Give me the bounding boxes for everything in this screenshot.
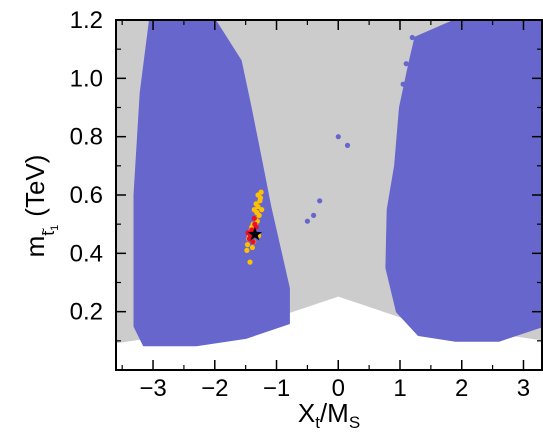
x-tick-label-5: 2	[455, 375, 468, 402]
data-point-series-1-24	[259, 207, 265, 213]
y-tick-label-2: 0.6	[70, 182, 103, 209]
data-point-series-1-12	[251, 207, 257, 213]
y-axis-label-unit: (TeV)	[20, 155, 50, 217]
x-axis-label-mid: /M	[320, 398, 349, 428]
data-point-series-1-9	[244, 242, 251, 248]
y-axis-label-sub: t	[39, 231, 58, 236]
data-point-series-0-0	[409, 34, 415, 41]
y-tick-label-0: 0.2	[70, 299, 103, 326]
best-fit-star	[247, 226, 262, 241]
x-tick-label-3: 0	[332, 375, 345, 402]
data-point-series-0-9	[434, 29, 440, 35]
x-tick-label-2: −1	[263, 375, 290, 402]
data-point-series-0-10	[419, 69, 425, 76]
y-tick-label-3: 0.8	[70, 124, 103, 151]
x-axis-label-sub1: t	[315, 413, 320, 432]
data-point-series-0-11	[400, 81, 406, 87]
data-point-series-0-4	[335, 134, 341, 140]
data-point-series-1-22	[247, 259, 253, 265]
data-point-series-1-11	[253, 201, 259, 207]
plot-area	[116, 20, 542, 347]
data-point-series-2-3	[250, 239, 256, 245]
data-point-series-2-7	[245, 230, 251, 236]
data-point-series-0-2	[403, 61, 409, 67]
y-tick-label-1: 0.4	[70, 240, 103, 267]
data-point-series-0-3	[425, 37, 431, 44]
y-tick-label-4: 1.0	[70, 65, 103, 92]
axes: −3 −2 −1 0 1 2 3 0.2 0.4 0.6 0.8 1.0 1.2	[70, 7, 542, 402]
x-tick-label-1: −2	[201, 375, 228, 402]
data-point-series-0-1	[415, 49, 422, 55]
y-axis-label-main: m	[20, 236, 50, 258]
x-tick-label-6: 3	[517, 375, 530, 402]
x-tick-label-4: 1	[393, 375, 406, 402]
y-axis-label: m~t1 (TeV)	[20, 155, 61, 258]
x-axis-label: Xt/MS	[298, 398, 360, 432]
data-point-series-1-18	[257, 195, 264, 201]
x-tick-label-0: −3	[139, 375, 166, 402]
data-point-series-1-21	[244, 247, 250, 253]
y-tick-label-5: 1.2	[70, 7, 103, 34]
data-point-series-0-7	[304, 218, 310, 224]
x-axis-label-main: X	[298, 398, 315, 428]
y-axis-label-subsub: 1	[49, 225, 61, 231]
x-axis-label-sub2: S	[349, 413, 360, 432]
data-point-series-0-5	[317, 198, 323, 204]
blue-right-lobe	[385, 20, 542, 342]
data-point-series-0-8	[344, 142, 351, 148]
data-point-series-1-17	[249, 244, 255, 251]
data-point-series-2-4	[251, 215, 257, 221]
data-point-series-2-1	[249, 227, 255, 233]
data-point-series-1-13	[256, 212, 262, 218]
y-axis-label-tilde: ~	[35, 228, 51, 236]
data-point-series-0-6	[311, 212, 317, 218]
